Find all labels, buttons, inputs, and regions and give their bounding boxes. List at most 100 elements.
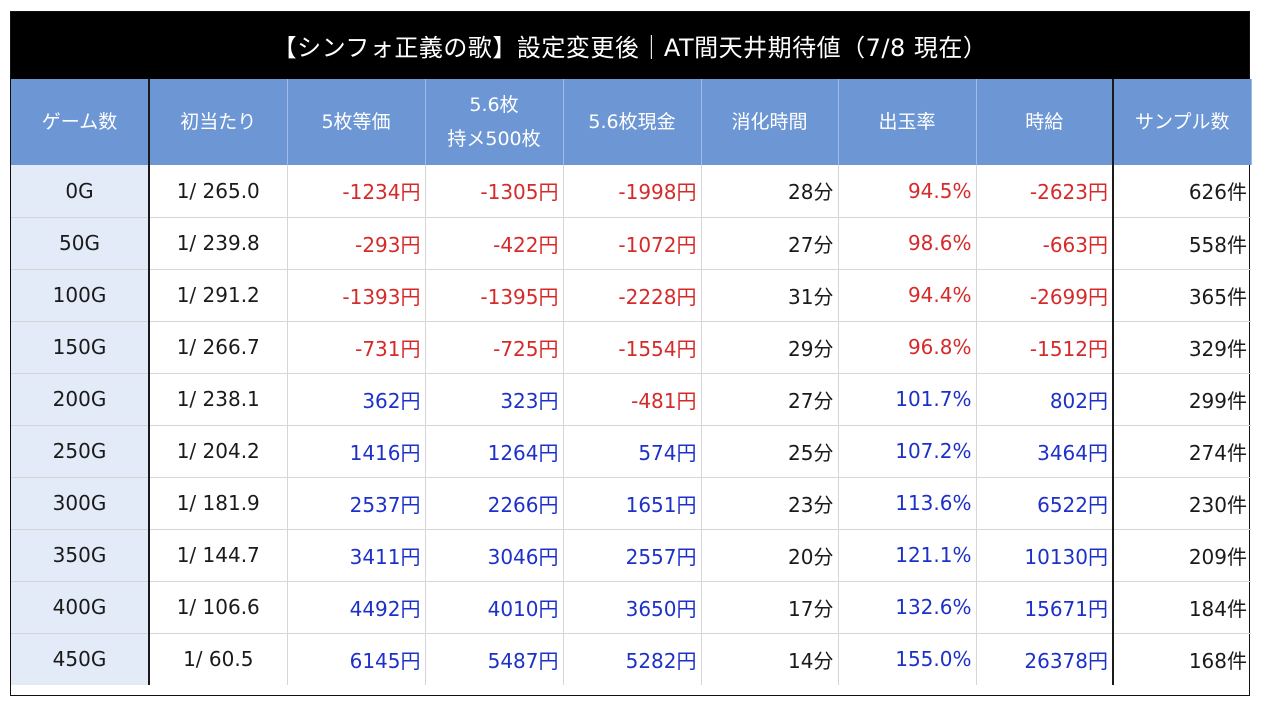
cell-5-coin-equal: 6145円 [287, 633, 426, 685]
table-row: 0G 1/ 265.0 -1234円 -1305円 -1998円 28分 94.5% -262… [11, 165, 1251, 218]
cell-payout-rate: 107.2% [838, 425, 977, 478]
cell-5-coin-equal: 2537円 [287, 477, 426, 530]
cell-hourly-wage: -2623円 [976, 165, 1114, 218]
cell-hourly-wage: -1512円 [976, 321, 1114, 374]
cell-5-6-coin-cash: -481円 [563, 373, 702, 426]
cell-game: 300G [11, 477, 150, 530]
table-row: 300G 1/ 181.9 2537円 2266円 1651円 23分 113.6% 6522… [11, 477, 1251, 530]
cell-play-time: 31分 [701, 269, 839, 322]
cell-play-time: 28分 [701, 165, 839, 218]
cell-5-coin-equal: 1416円 [287, 425, 426, 478]
cell-5-6-coin-hold: -422円 [425, 217, 564, 270]
table-title: 【シンフォ正義の歌】設定変更後｜AT間天井期待値（7/8 現在） [11, 12, 1249, 79]
cell-payout-rate: 94.5% [838, 165, 977, 218]
cell-5-6-coin-hold: 1264円 [425, 425, 564, 478]
cell-first-hit: 1/ 60.5 [149, 633, 288, 685]
cell-5-coin-equal: -1234円 [287, 165, 426, 218]
cell-game: 100G [11, 269, 150, 322]
cell-first-hit: 1/ 265.0 [149, 165, 288, 218]
cell-5-6-coin-cash: 1651円 [563, 477, 702, 530]
cell-hourly-wage: 10130円 [976, 529, 1114, 582]
header-hourly-wage: 時給 [976, 79, 1114, 165]
cell-5-6-coin-hold: 4010円 [425, 581, 564, 634]
cell-5-6-coin-hold: -1305円 [425, 165, 564, 218]
cell-sample-count: 299件 [1112, 373, 1251, 426]
cell-5-6-coin-hold: -1395円 [425, 269, 564, 322]
cell-5-6-coin-cash: 5282円 [563, 633, 702, 685]
cell-hourly-wage: 802円 [976, 373, 1114, 426]
header-5-6-coin-hold-line2: 持メ500枚 [447, 128, 541, 150]
table-row: 100G 1/ 291.2 -1393円 -1395円 -2228円 31分 94.4% -2… [11, 269, 1251, 322]
cell-hourly-wage: -2699円 [976, 269, 1114, 322]
table-row: 400G 1/ 106.6 4492円 4010円 3650円 17分 132.6% 1567… [11, 581, 1251, 634]
cell-5-coin-equal: 4492円 [287, 581, 426, 634]
cell-play-time: 29分 [701, 321, 839, 374]
cell-first-hit: 1/ 266.7 [149, 321, 288, 374]
cell-5-coin-equal: 362円 [287, 373, 426, 426]
cell-sample-count: 209件 [1112, 529, 1251, 582]
table-row: 350G 1/ 144.7 3411円 3046円 2557円 20分 121.1% 1013… [11, 529, 1251, 582]
cell-first-hit: 1/ 181.9 [149, 477, 288, 530]
cell-5-6-coin-hold: 323円 [425, 373, 564, 426]
cell-game: 400G [11, 581, 150, 634]
cell-payout-rate: 101.7% [838, 373, 977, 426]
cell-sample-count: 329件 [1112, 321, 1251, 374]
cell-game: 450G [11, 633, 150, 685]
cell-first-hit: 1/ 144.7 [149, 529, 288, 582]
cell-5-6-coin-cash: -1554円 [563, 321, 702, 374]
cell-play-time: 17分 [701, 581, 839, 634]
header-first-hit: 初当たり [149, 79, 288, 165]
cell-payout-rate: 94.4% [838, 269, 977, 322]
cell-payout-rate: 121.1% [838, 529, 977, 582]
cell-5-6-coin-cash: -1072円 [563, 217, 702, 270]
header-5-coin-equal: 5枚等価 [287, 79, 426, 165]
cell-game: 200G [11, 373, 150, 426]
table-row: 450G 1/ 60.5 6145円 5487円 5282円 14分 155.0% 26378… [11, 633, 1251, 685]
cell-5-6-coin-hold: 3046円 [425, 529, 564, 582]
header-row: ゲーム数 初当たり 5枚等価 5.6枚 持メ500枚 5.6枚現金 消化時間 出… [11, 79, 1252, 165]
table-row: 150G 1/ 266.7 -731円 -725円 -1554円 29分 96.8% -151… [11, 321, 1251, 374]
cell-game: 0G [11, 165, 150, 218]
cell-play-time: 27分 [701, 217, 839, 270]
cell-5-6-coin-cash: -2228円 [563, 269, 702, 322]
cell-game: 50G [11, 217, 150, 270]
cell-play-time: 25分 [701, 425, 839, 478]
table-row: 250G 1/ 204.2 1416円 1264円 574円 25分 107.2% 3464円… [11, 425, 1251, 478]
header-5-6-coin-cash: 5.6枚現金 [563, 79, 702, 165]
cell-sample-count: 274件 [1112, 425, 1251, 478]
header-game: ゲーム数 [11, 79, 150, 165]
cell-5-coin-equal: -1393円 [287, 269, 426, 322]
cell-sample-count: 558件 [1112, 217, 1251, 270]
cell-hourly-wage: 3464円 [976, 425, 1114, 478]
cell-5-6-coin-hold: -725円 [425, 321, 564, 374]
cell-5-coin-equal: 3411円 [287, 529, 426, 582]
expected-value-table-panel: 【シンフォ正義の歌】設定変更後｜AT間天井期待値（7/8 現在） ゲーム数 初当… [10, 11, 1252, 696]
cell-play-time: 14分 [701, 633, 839, 685]
cell-game: 350G [11, 529, 150, 582]
cell-payout-rate: 113.6% [838, 477, 977, 530]
header-play-time: 消化時間 [701, 79, 839, 165]
cell-sample-count: 365件 [1112, 269, 1251, 322]
cell-game: 150G [11, 321, 150, 374]
cell-play-time: 23分 [701, 477, 839, 530]
cell-5-coin-equal: -731円 [287, 321, 426, 374]
cell-hourly-wage: 26378円 [976, 633, 1114, 685]
cell-first-hit: 1/ 238.1 [149, 373, 288, 426]
table-row: 50G 1/ 239.8 -293円 -422円 -1072円 27分 98.6% -663円… [11, 217, 1251, 270]
header-payout-rate: 出玉率 [838, 79, 977, 165]
cell-5-6-coin-cash: 2557円 [563, 529, 702, 582]
header-sample-count: サンプル数 [1112, 79, 1252, 165]
cell-5-6-coin-cash: 574円 [563, 425, 702, 478]
cell-5-coin-equal: -293円 [287, 217, 426, 270]
expected-value-table: ゲーム数 初当たり 5枚等価 5.6枚 持メ500枚 5.6枚現金 消化時間 出… [11, 79, 1252, 685]
cell-payout-rate: 98.6% [838, 217, 977, 270]
cell-sample-count: 626件 [1112, 165, 1251, 218]
cell-hourly-wage: 15671円 [976, 581, 1114, 634]
cell-sample-count: 168件 [1112, 633, 1251, 685]
table-row: 200G 1/ 238.1 362円 323円 -481円 27分 101.7% 802円 29… [11, 373, 1251, 426]
cell-game: 250G [11, 425, 150, 478]
cell-sample-count: 230件 [1112, 477, 1251, 530]
cell-hourly-wage: -663円 [976, 217, 1114, 270]
cell-payout-rate: 155.0% [838, 633, 977, 685]
cell-5-6-coin-cash: -1998円 [563, 165, 702, 218]
